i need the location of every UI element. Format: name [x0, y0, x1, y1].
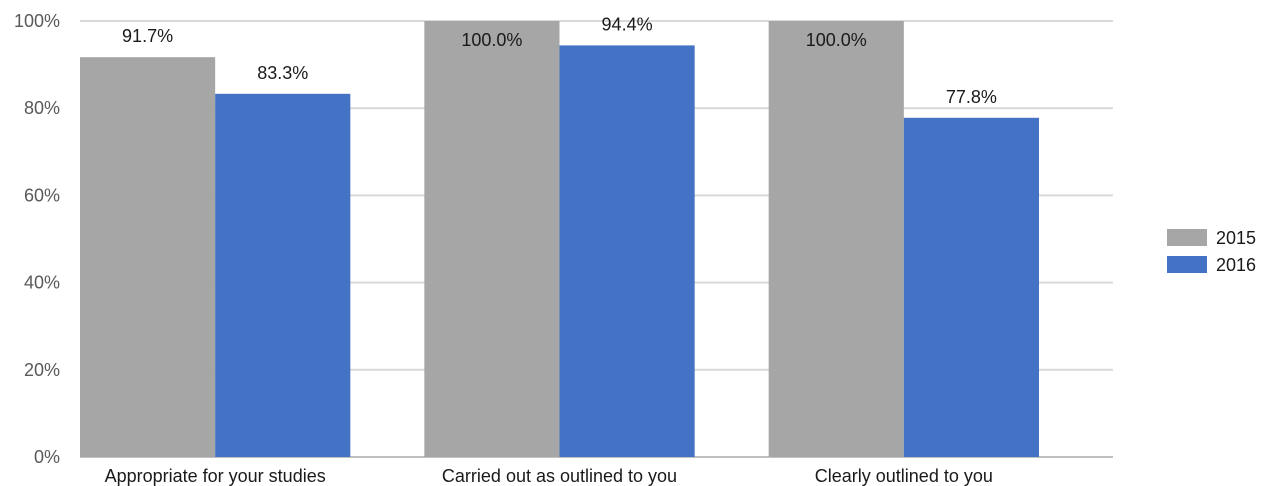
- y-tick-label: 80%: [24, 98, 60, 118]
- legend-swatch-2015: [1167, 229, 1207, 246]
- data-label-2016-0: 83.3%: [257, 63, 308, 83]
- data-label-2015-1: 100.0%: [461, 30, 522, 50]
- y-tick-label: 40%: [24, 273, 60, 293]
- bar-2015-0: [80, 57, 216, 458]
- data-label-2016-2: 77.8%: [946, 87, 997, 107]
- bars: [80, 21, 1039, 458]
- bar-2016-0: [215, 93, 351, 457]
- x-axis-labels: Appropriate for your studies Carried out …: [105, 466, 993, 486]
- data-label-2016-1: 94.4%: [602, 14, 653, 34]
- legend-label-2015: 2015: [1216, 228, 1256, 248]
- category-label-2: Clearly outlined to you: [815, 466, 993, 486]
- y-tick-label: 60%: [24, 185, 60, 205]
- legend-label-2016: 2016: [1216, 255, 1256, 275]
- y-tick-label: 20%: [24, 360, 60, 380]
- bar-2016-1: [559, 45, 695, 457]
- bar-2016-2: [903, 117, 1039, 458]
- data-label-2015-0: 91.7%: [122, 26, 173, 46]
- data-label-2015-2: 100.0%: [806, 30, 867, 50]
- bar-2015-1: [424, 21, 560, 457]
- category-label-1: Carried out as outlined to you: [442, 466, 677, 486]
- legend: 2015 2016: [1167, 228, 1256, 275]
- legend-swatch-2016: [1167, 256, 1207, 273]
- bar-2015-2: [768, 21, 904, 457]
- y-tick-label: 0%: [34, 447, 60, 467]
- category-label-0: Appropriate for your studies: [105, 466, 326, 486]
- y-axis-ticks: 0% 20% 40% 60% 80% 100%: [14, 11, 60, 467]
- data-labels: 91.7% 83.3% 100.0% 94.4% 100.0% 77.8%: [122, 14, 997, 106]
- y-tick-label: 100%: [14, 11, 60, 31]
